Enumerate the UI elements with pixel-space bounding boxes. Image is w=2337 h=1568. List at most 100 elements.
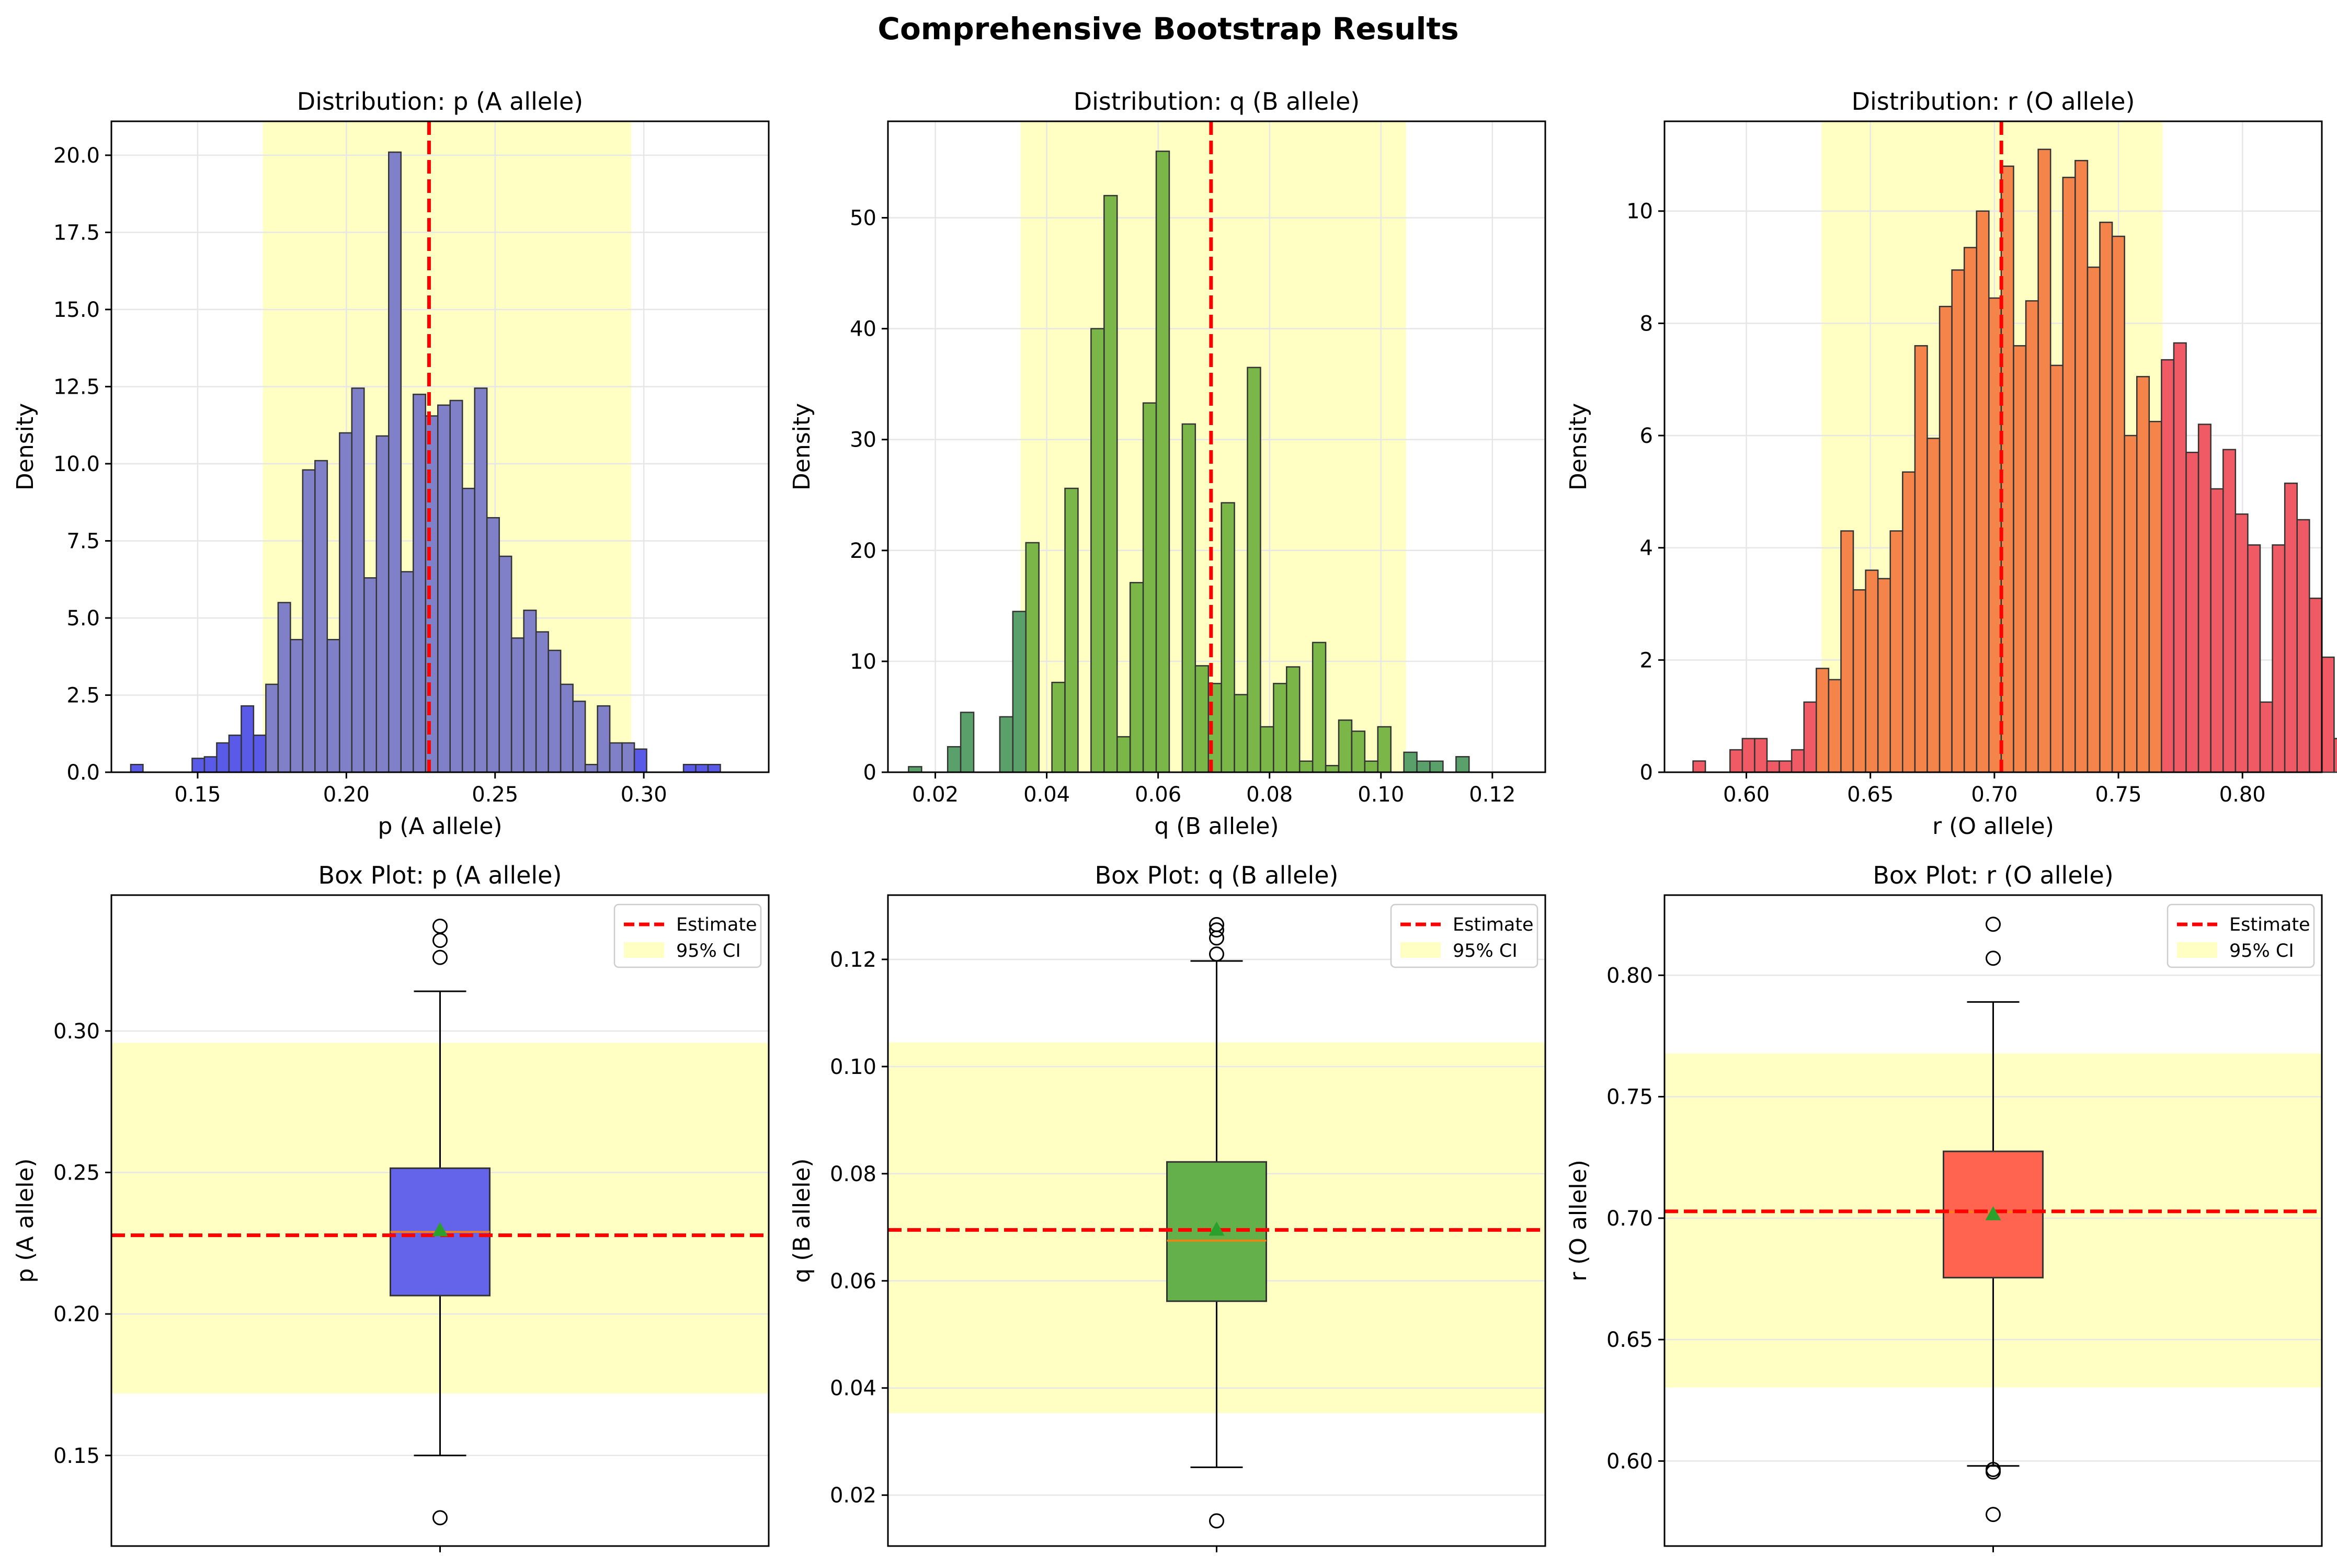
- y-tick-label: 0.80: [1606, 964, 1653, 988]
- histogram-bar: [2136, 376, 2150, 773]
- histogram-bar: [947, 746, 962, 773]
- legend-estimate-label: Estimate: [1453, 914, 1534, 935]
- outlier-point: [1986, 1507, 2001, 1523]
- histogram-bar: [1051, 681, 1066, 773]
- histogram-bar: [265, 683, 279, 773]
- histogram-bar: [1116, 736, 1131, 773]
- histogram-bar: [400, 571, 414, 773]
- histogram-p: 0.15 0.20 0.25 0.30 0.0 2.5 5.0 7.5 10.0 12.5 15.0…: [12, 87, 770, 840]
- y-axis-label: Density: [789, 403, 815, 490]
- histogram-bar: [1840, 530, 1854, 773]
- histogram-bar: [302, 469, 316, 773]
- y-tick-label: 0.06: [830, 1269, 876, 1294]
- histogram-bar: [1803, 701, 1817, 773]
- histogram-bar: [2124, 434, 2138, 773]
- y-tick-label: 0.10: [830, 1055, 876, 1079]
- y-axis-label: Density: [12, 403, 39, 490]
- histogram-bar: [560, 683, 574, 773]
- y-tick-label: 12.5: [53, 375, 100, 399]
- y-tick-label: 0.30: [53, 1020, 100, 1044]
- panel-title: Box Plot: p (A allele): [318, 861, 562, 889]
- legend-ci-label: 95% CI: [676, 941, 741, 962]
- histogram-bar: [1312, 642, 1327, 773]
- histogram-bar: [2309, 598, 2323, 773]
- histogram-bar: [2013, 345, 2027, 773]
- histogram-bar: [1064, 487, 1079, 773]
- y-tick-label: 7.5: [66, 529, 100, 553]
- boxplot-q: 0.02 0.04 0.06 0.08 0.10 0.12 Box Plot: q (B a…: [789, 861, 1546, 1552]
- y-tick-label: 0.25: [53, 1161, 100, 1185]
- histogram-bar: [1852, 589, 1866, 773]
- mean-marker: [1985, 1206, 2001, 1220]
- histogram-bar: [2259, 701, 2273, 773]
- histogram-r: 0.60 0.65 0.70 0.75 0.80 0 2 4 6 8 10 Distribution:…: [1565, 87, 2337, 840]
- histogram-bar: [1155, 151, 1170, 773]
- y-tick-label: 0.15: [53, 1444, 100, 1468]
- histogram-bar: [2049, 364, 2064, 773]
- histogram-bar: [908, 766, 922, 773]
- histogram-bar: [228, 734, 242, 773]
- histogram-bar: [290, 639, 304, 773]
- y-tick-label: 20: [850, 539, 876, 563]
- y-tick-label: 2: [1640, 648, 1653, 672]
- histogram-bar: [1963, 247, 1978, 773]
- y-tick-label: 0.04: [830, 1377, 876, 1401]
- y-axis-label: Density: [1565, 403, 1592, 490]
- legend-ci-label: 95% CI: [1453, 941, 1518, 962]
- histogram-bar: [1779, 760, 1793, 773]
- histogram-bar: [1889, 530, 1903, 773]
- histogram-bar: [1364, 760, 1379, 773]
- x-tick-label: 0.75: [2095, 783, 2142, 807]
- legend-ci-swatch: [2177, 942, 2217, 958]
- panel-title: Distribution: r (O allele): [1852, 87, 2135, 116]
- histogram-bar: [1325, 765, 1340, 773]
- histogram-bar: [572, 701, 586, 773]
- legend: Estimate 95% CI: [1390, 903, 1538, 968]
- outlier-point: [432, 919, 448, 934]
- histogram-bar: [388, 151, 402, 773]
- mean-marker: [432, 1222, 448, 1237]
- histogram-bar: [1403, 751, 1418, 773]
- histogram-bar: [1902, 471, 1916, 773]
- histogram-bar: [2222, 449, 2237, 773]
- y-tick-label: 0.12: [830, 948, 876, 972]
- histogram-bar: [253, 734, 267, 773]
- y-tick-label: 20.0: [53, 144, 100, 168]
- x-tick-label: 0.65: [1847, 783, 1894, 807]
- mean-marker: [1209, 1221, 1225, 1236]
- histogram-bar: [584, 763, 598, 773]
- histogram-bar: [413, 393, 426, 773]
- histogram-bar: [1914, 345, 1928, 773]
- y-axis-label: q (B allele): [789, 1158, 815, 1283]
- x-tick-label: 0.30: [621, 783, 667, 807]
- histogram-bar: [314, 460, 328, 773]
- y-tick-label: 10.0: [53, 452, 100, 476]
- histogram-bar: [1286, 666, 1301, 773]
- histogram-bar: [1791, 749, 1805, 773]
- histogram-bar: [523, 609, 537, 773]
- histogram-bar: [960, 712, 975, 773]
- y-tick-label: 10: [1626, 200, 1653, 224]
- legend: Estimate 95% CI: [613, 903, 762, 968]
- histogram-bar: [351, 387, 365, 773]
- outlier-point: [1209, 917, 1224, 932]
- y-tick-label: 0.65: [1606, 1328, 1653, 1352]
- x-tick-label: 0.04: [1023, 783, 1070, 807]
- axes-frame: [110, 120, 770, 773]
- histogram-bar: [2173, 342, 2187, 773]
- histogram-bar: [1298, 760, 1314, 773]
- y-tick-label: 6: [1640, 424, 1653, 448]
- histogram-bar: [2037, 148, 2051, 773]
- histogram-bar: [2197, 424, 2211, 773]
- histogram-bar: [1012, 611, 1027, 773]
- outlier-point: [1986, 917, 2001, 932]
- outlier-point: [1209, 1513, 1224, 1529]
- histogram-bar: [375, 435, 390, 773]
- x-axis-label: q (B allele): [1154, 813, 1279, 840]
- y-axis-label: p (A allele): [12, 1158, 39, 1283]
- histogram-bar: [498, 555, 512, 773]
- histogram-bar: [1926, 438, 1941, 773]
- histogram-bar: [1103, 194, 1118, 773]
- histogram-bar: [1194, 665, 1209, 773]
- histogram-bar: [277, 602, 291, 773]
